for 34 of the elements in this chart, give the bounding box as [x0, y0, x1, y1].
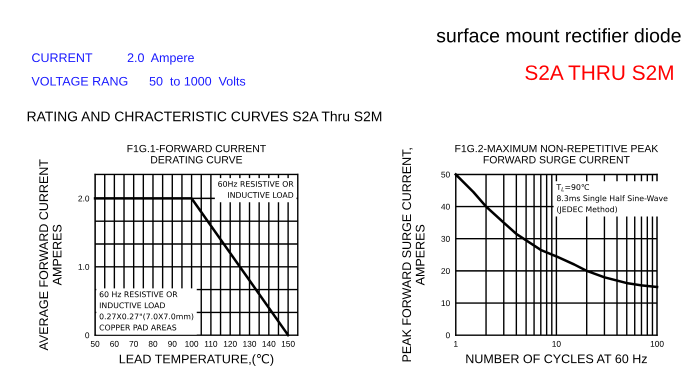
y-tick-label: 40: [441, 204, 450, 210]
x-tick-label: 10: [552, 340, 561, 347]
x-tick-label: 70: [129, 340, 138, 347]
x-tick-label: 1: [454, 341, 458, 347]
text: RATING AND CHRACTERISTIC CURVES S2A Thru S2M: [28, 111, 382, 122]
x-tick-label: 80: [148, 340, 158, 347]
y-tick-label: 20: [441, 268, 450, 274]
x-axis-title: LEAD TEMPERATURE,(℃): [120, 354, 274, 366]
y-axis-title: AVERAGE FORWARD CURRENT AMPERES: [39, 159, 62, 351]
x-axis-title: NUMBER OF CYCLES AT 60 Hz: [466, 354, 647, 364]
x-tick-label: 100: [185, 340, 198, 347]
chart-title: F1G.2-MAXIMUM NON-REPETITIVE PEAK FORWARD SURGE CURRENT: [455, 144, 658, 164]
y-tick-label: 1.0: [78, 264, 90, 270]
x-tick-label: 120: [224, 340, 237, 347]
y-tick-label: 50: [441, 172, 450, 178]
text: VOLTAGE RANG 50 to 1000 Volts: [32, 76, 246, 86]
chart-title: F1G.1-FORWARD CURRENT DERATING CURVE: [128, 144, 266, 164]
x-tick-label: 110: [204, 340, 218, 347]
x-tick-label: 50: [90, 340, 100, 347]
x-tick-label: 60: [110, 340, 119, 347]
x-tick-label: 150: [282, 340, 295, 347]
x-tick-label: 100: [650, 340, 664, 347]
y-axis-title: PEAK FORWARD SURGE CURRENT, AMPERES: [402, 148, 425, 362]
x-tick-label: 140: [262, 340, 276, 347]
x-tick-label: 130: [243, 340, 256, 347]
y-tick-label: 0: [85, 332, 90, 338]
text: CURRENT 2.0 Ampere: [32, 53, 194, 65]
y-tick-label: 10: [442, 300, 450, 306]
y-tick-label: 30: [441, 236, 450, 242]
x-tick-label: 90: [168, 340, 177, 347]
y-tick-label: 0: [446, 332, 450, 338]
text: S2A THRU S2M: [525, 65, 673, 80]
y-tick-label: 2.0: [78, 196, 90, 202]
text: surface mount rectifier diode: [436, 28, 681, 42]
